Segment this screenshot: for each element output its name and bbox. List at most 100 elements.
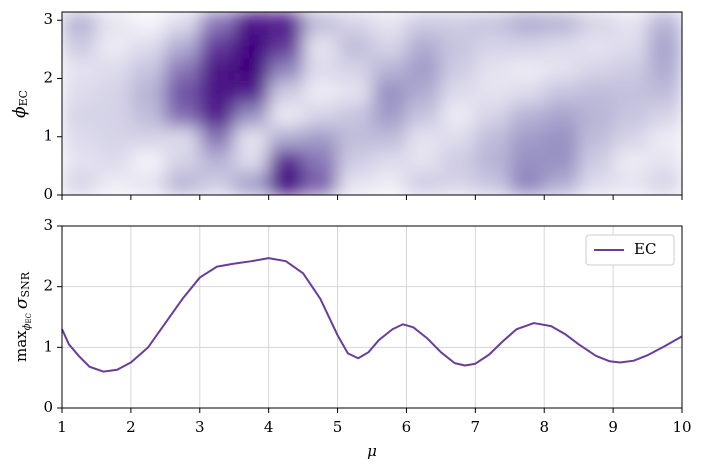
heatmap-cell — [199, 80, 235, 105]
heatmap-cell — [165, 57, 201, 82]
heatmap-cell — [475, 34, 511, 59]
heatmap-cell — [130, 80, 166, 105]
heatmap-cell — [613, 103, 649, 128]
y-tick-label: 3 — [43, 216, 53, 234]
heatmap-cell — [234, 103, 270, 128]
heatmap-cell — [337, 34, 373, 59]
heatmap-cell — [406, 126, 442, 150]
heatmap-cell — [234, 171, 270, 195]
x-tick-label: 7 — [471, 418, 481, 436]
heatmap-cell — [544, 12, 580, 36]
heatmap-cell — [475, 12, 511, 36]
heatmap-cell — [165, 126, 201, 150]
heatmap-cell — [337, 149, 373, 173]
heatmap-cell — [544, 126, 580, 150]
y-tick-label: 0 — [43, 398, 53, 416]
heatmap-cell — [475, 171, 511, 195]
heatmap-cell — [96, 80, 132, 105]
heatmap-cell — [234, 126, 270, 150]
heatmap-cell — [303, 171, 339, 195]
y-tick-label: 2 — [43, 68, 53, 86]
heatmap-cell — [372, 34, 407, 59]
heatmap-cell — [96, 57, 132, 82]
heatmap-cell — [337, 57, 373, 82]
heatmap-cell — [234, 34, 270, 59]
heatmap-cell — [406, 171, 442, 195]
y-axis-label: maxϕEC σSNR — [12, 271, 34, 362]
heatmap-cell — [234, 57, 270, 82]
heatmap-cell — [613, 149, 649, 173]
y-label-symbol: ϕ — [10, 106, 30, 118]
heatmap-cell — [613, 80, 649, 105]
heatmap-cell — [544, 80, 580, 105]
heatmap-cell — [303, 12, 339, 36]
heatmap-cell — [268, 12, 304, 36]
heatmap-cell — [303, 80, 339, 105]
heatmap-cell — [303, 103, 339, 128]
heatmap-cell — [62, 57, 97, 82]
axes-frame — [61, 225, 683, 409]
heatmap-cell — [440, 103, 476, 128]
heatmap-cell — [544, 171, 580, 195]
heatmap-cell — [509, 103, 545, 128]
x-tick-label: 3 — [195, 418, 205, 436]
heatmap-cell — [647, 57, 682, 82]
x-axis-label: μ — [367, 442, 377, 460]
heatmap-cell — [372, 126, 407, 150]
heatmap-cell — [544, 34, 580, 59]
heatmap-cell — [647, 103, 682, 128]
heatmap-cell — [406, 12, 442, 36]
heatmap-cell — [303, 126, 339, 150]
heatmap-cell — [199, 103, 235, 128]
heatmap-cell — [578, 103, 614, 128]
heatmap-cell — [509, 126, 545, 150]
heatmap-cell — [165, 103, 201, 128]
heatmap-cell — [647, 80, 682, 105]
heatmap-cell — [578, 80, 614, 105]
heatmap-cell — [509, 34, 545, 59]
heatmap-cell — [613, 126, 649, 150]
x-tick-label: 5 — [333, 418, 343, 436]
heatmap-cell — [303, 149, 339, 173]
heatmap-cell — [268, 80, 304, 105]
heatmap-cell — [647, 126, 682, 150]
heatmap-cell — [62, 12, 97, 36]
heatmap-cell — [544, 57, 580, 82]
heatmap-cell — [647, 171, 682, 195]
heatmap-cell — [130, 171, 166, 195]
heatmap-cell — [337, 126, 373, 150]
heatmap-cell — [337, 103, 373, 128]
heatmap-cell — [165, 34, 201, 59]
y-tick-label: 0 — [43, 185, 53, 203]
heatmap-cell — [62, 34, 97, 59]
heatmap-cell — [130, 103, 166, 128]
heatmap-cell — [199, 57, 235, 82]
heatmap-cell — [268, 126, 304, 150]
heatmap-cell — [440, 34, 476, 59]
heatmap-cell — [406, 80, 442, 105]
heatmap-cell — [337, 12, 373, 36]
heatmap-cell — [96, 126, 132, 150]
x-tick-label: 8 — [539, 418, 549, 436]
legend-box — [585, 234, 675, 266]
heatmap-cell — [372, 80, 407, 105]
heatmap-cell — [372, 103, 407, 128]
y-label-sigma-sub: SNR — [19, 271, 32, 297]
heatmap-cell — [509, 12, 545, 36]
heatmap-cell — [96, 103, 132, 128]
legend-label: EC — [634, 240, 656, 258]
heatmap-cell — [130, 12, 166, 36]
heatmap-cell — [199, 149, 235, 173]
heatmap-area — [62, 12, 682, 195]
heatmap-cell — [475, 126, 511, 150]
x-tick-label: 6 — [402, 418, 412, 436]
heatmap-cell — [578, 149, 614, 173]
heatmap-cell — [62, 126, 97, 150]
heatmap-cell — [165, 149, 201, 173]
heatmap-cell — [199, 126, 235, 150]
heatmap-cell — [268, 149, 304, 173]
heatmap-cell — [268, 171, 304, 195]
heatmap-cell — [96, 34, 132, 59]
x-tick-label: 10 — [672, 418, 691, 436]
